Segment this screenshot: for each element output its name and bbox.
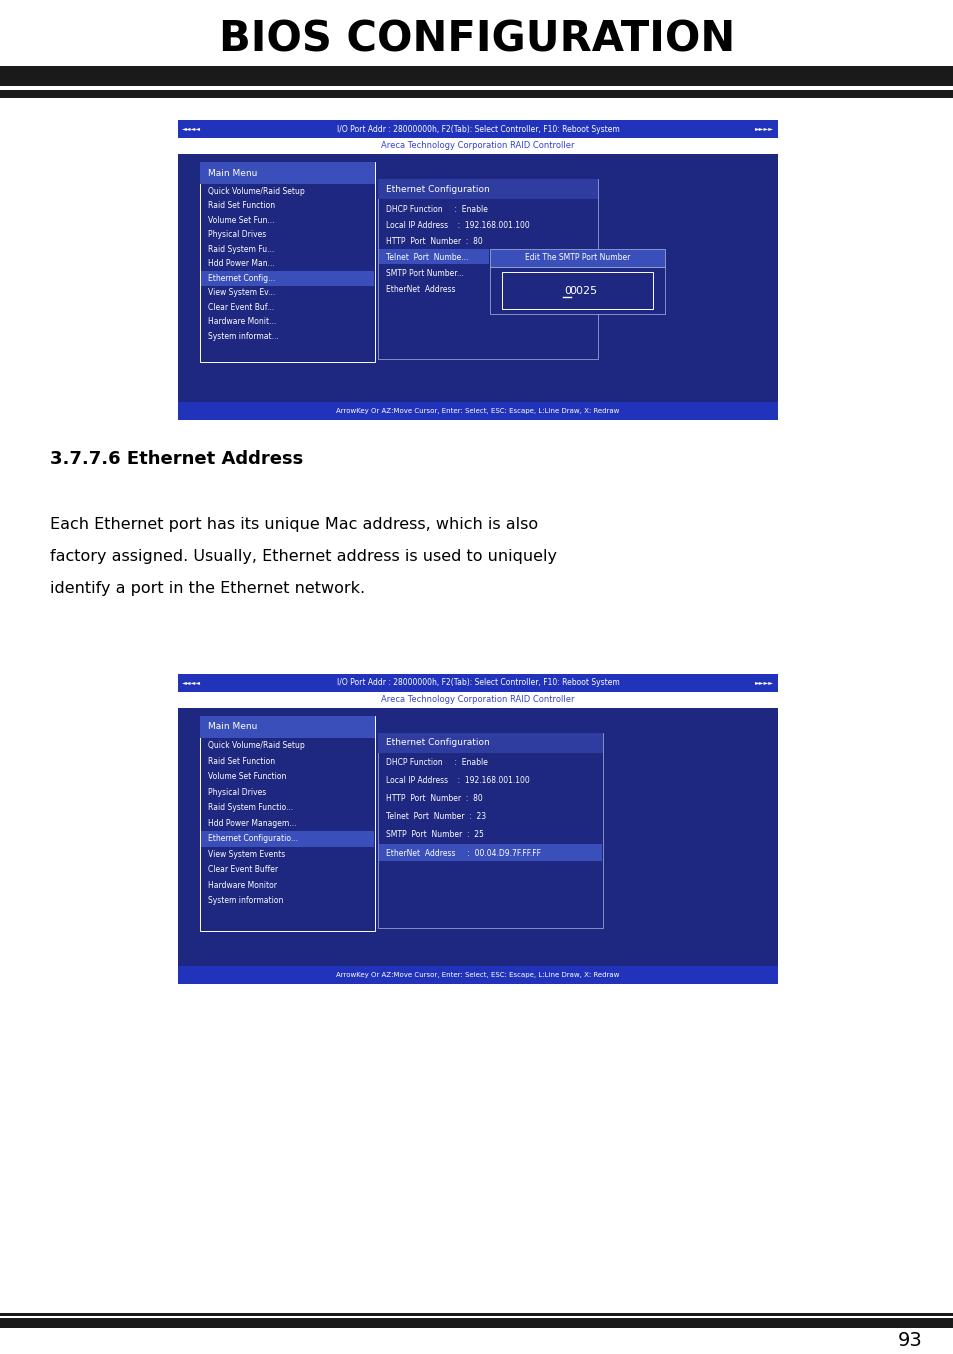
- Bar: [178, 708, 778, 965]
- Text: Ethernet Configuration: Ethernet Configuration: [386, 184, 489, 194]
- Bar: [377, 179, 598, 199]
- Text: Ethernet Configuration: Ethernet Configuration: [386, 738, 489, 747]
- Text: Telnet  Port  Number  :  23: Telnet Port Number : 23: [386, 812, 486, 822]
- Bar: [377, 179, 598, 359]
- Text: Each Ethernet port has its unique Mac address, which is also: Each Ethernet port has its unique Mac ad…: [50, 517, 537, 532]
- Text: System information: System information: [208, 896, 283, 906]
- Text: Quick Volume/Raid Setup: Quick Volume/Raid Setup: [208, 187, 304, 196]
- Bar: [490, 267, 664, 314]
- Bar: [378, 844, 601, 861]
- Bar: [201, 831, 374, 846]
- Text: ►►►►: ►►►►: [754, 681, 773, 685]
- Text: ◄◄◄◄: ◄◄◄◄: [182, 681, 201, 685]
- Bar: [200, 162, 375, 184]
- Bar: [501, 272, 652, 309]
- Text: I/O Port Addr : 28000000h, F2(Tab): Select Controller, F10: Reboot System: I/O Port Addr : 28000000h, F2(Tab): Sele…: [336, 125, 618, 134]
- Text: Raid System Functio...: Raid System Functio...: [208, 803, 293, 812]
- Text: Volume Set Fun...: Volume Set Fun...: [208, 215, 274, 225]
- Text: Raid Set Function: Raid Set Function: [208, 757, 274, 766]
- Bar: [0, 89, 953, 97]
- Text: Hdd Power Managem...: Hdd Power Managem...: [208, 819, 296, 827]
- Text: Raid Set Function: Raid Set Function: [208, 202, 274, 210]
- Text: Local IP Address    :  192.168.001.100: Local IP Address : 192.168.001.100: [386, 776, 529, 785]
- Bar: [377, 733, 602, 753]
- Text: Physical Drives: Physical Drives: [208, 230, 266, 240]
- Bar: [200, 716, 375, 932]
- Text: DHCP Function     :  Enable: DHCP Function : Enable: [386, 758, 487, 768]
- Text: BIOS CONFIGURATION: BIOS CONFIGURATION: [218, 18, 735, 60]
- Text: 0025: 0025: [569, 286, 597, 295]
- Text: Quick Volume/Raid Setup: Quick Volume/Raid Setup: [208, 741, 304, 750]
- Text: I/O Port Addr : 28000000h, F2(Tab): Select Controller, F10: Reboot System: I/O Port Addr : 28000000h, F2(Tab): Sele…: [336, 678, 618, 688]
- Text: 93: 93: [897, 1331, 922, 1350]
- Text: Hardware Monit...: Hardware Monit...: [208, 317, 276, 326]
- Text: factory assigned. Usually, Ethernet address is used to uniquely: factory assigned. Usually, Ethernet addr…: [50, 550, 557, 565]
- Text: Volume Set Function: Volume Set Function: [208, 772, 286, 781]
- Text: 3.7.7.6 Ethernet Address: 3.7.7.6 Ethernet Address: [50, 450, 303, 468]
- Text: ◄◄◄◄: ◄◄◄◄: [182, 126, 201, 131]
- Text: System informat...: System informat...: [208, 332, 278, 341]
- Bar: [178, 965, 778, 984]
- Bar: [178, 402, 778, 420]
- Text: Ethernet Config...: Ethernet Config...: [208, 274, 275, 283]
- Bar: [0, 1313, 953, 1316]
- Text: Physical Drives: Physical Drives: [208, 788, 266, 796]
- Bar: [200, 162, 375, 362]
- Bar: [378, 249, 489, 264]
- Bar: [490, 249, 664, 267]
- Text: Hdd Power Man...: Hdd Power Man...: [208, 259, 274, 268]
- Bar: [178, 674, 778, 692]
- Text: identify a port in the Ethernet network.: identify a port in the Ethernet network.: [50, 581, 365, 597]
- Text: Main Menu: Main Menu: [208, 723, 257, 731]
- Bar: [0, 66, 953, 87]
- Text: Areca Technology Corporation RAID Controller: Areca Technology Corporation RAID Contro…: [381, 142, 574, 150]
- Bar: [178, 138, 778, 154]
- Text: Areca Technology Corporation RAID Controller: Areca Technology Corporation RAID Contro…: [381, 696, 574, 704]
- Text: SMTP Port Number...: SMTP Port Number...: [386, 268, 463, 278]
- Text: View System Ev...: View System Ev...: [208, 288, 274, 298]
- Text: View System Events: View System Events: [208, 850, 285, 858]
- Bar: [377, 733, 602, 927]
- Text: EtherNet  Address: EtherNet Address: [386, 284, 455, 294]
- Text: 0: 0: [563, 286, 571, 295]
- Bar: [178, 692, 778, 708]
- Bar: [201, 271, 374, 286]
- Text: DHCP Function     :  Enable: DHCP Function : Enable: [386, 204, 487, 214]
- Bar: [178, 154, 778, 402]
- Text: Main Menu: Main Menu: [208, 168, 257, 177]
- Text: ArrowKey Or AZ:Move Cursor, Enter: Select, ESC: Escape, L:Line Draw, X: Redraw: ArrowKey Or AZ:Move Cursor, Enter: Selec…: [336, 972, 619, 978]
- Text: ArrowKey Or AZ:Move Cursor, Enter: Select, ESC: Escape, L:Line Draw, X: Redraw: ArrowKey Or AZ:Move Cursor, Enter: Selec…: [336, 408, 619, 414]
- Text: Ethernet Configuratio...: Ethernet Configuratio...: [208, 834, 297, 844]
- Text: SMTP  Port  Number  :  25: SMTP Port Number : 25: [386, 830, 483, 839]
- Text: Clear Event Buf...: Clear Event Buf...: [208, 303, 274, 311]
- Text: HTTP  Port  Number  :  80: HTTP Port Number : 80: [386, 795, 482, 803]
- Text: EtherNet  Address     :  00.04.D9.7F.FF.FF: EtherNet Address : 00.04.D9.7F.FF.FF: [386, 849, 540, 857]
- Text: HTTP  Port  Number  :  80: HTTP Port Number : 80: [386, 237, 482, 245]
- Text: Edit The SMTP Port Number: Edit The SMTP Port Number: [524, 253, 630, 263]
- Text: Local IP Address    :  192.168.001.100: Local IP Address : 192.168.001.100: [386, 221, 529, 229]
- Bar: [200, 716, 375, 738]
- Bar: [178, 121, 778, 138]
- Text: Raid System Fu...: Raid System Fu...: [208, 245, 274, 253]
- Text: Telnet  Port  Numbe...: Telnet Port Numbe...: [386, 252, 468, 261]
- Bar: [0, 1317, 953, 1328]
- Text: Hardware Monitor: Hardware Monitor: [208, 880, 276, 890]
- Text: ►►►►: ►►►►: [754, 126, 773, 131]
- Text: Clear Event Buffer: Clear Event Buffer: [208, 865, 278, 875]
